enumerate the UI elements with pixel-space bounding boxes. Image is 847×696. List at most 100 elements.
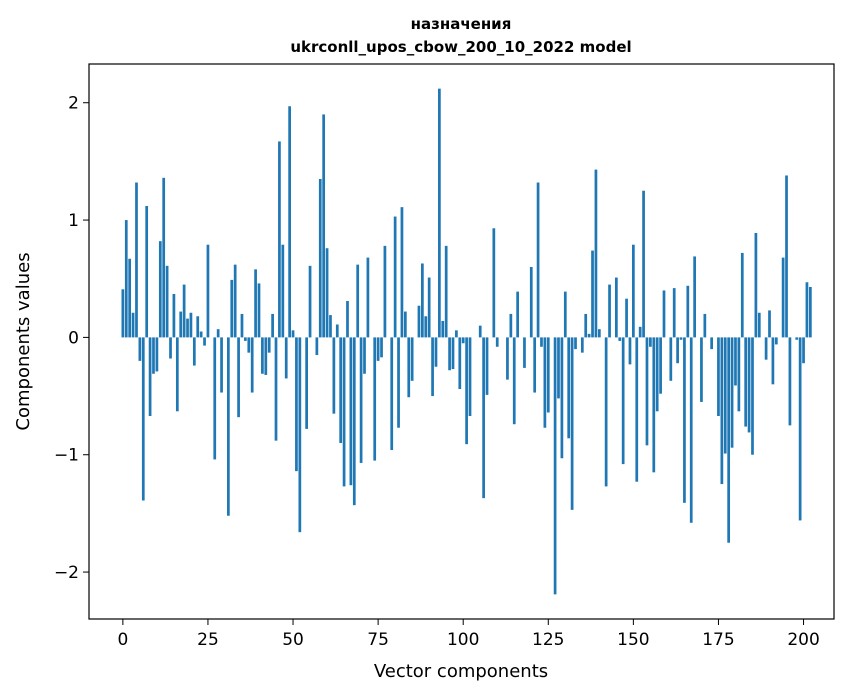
x-axis-ticks: 0 25 50 75 100 125 150 175 200 <box>117 619 820 650</box>
bar-87 <box>417 305 421 338</box>
bar-37 <box>247 337 251 353</box>
bar-152 <box>638 326 642 338</box>
bar-135 <box>580 337 584 353</box>
bar-84 <box>407 337 411 398</box>
bar-58 <box>318 178 322 338</box>
bar-8 <box>148 337 152 417</box>
x-tick-label: 175 <box>702 630 734 650</box>
bar-128 <box>557 337 560 399</box>
bar-95 <box>444 245 448 338</box>
bar-93 <box>438 88 441 338</box>
bar-72 <box>366 257 370 338</box>
bar-24 <box>203 337 206 346</box>
bar-43 <box>267 337 271 353</box>
bar-18 <box>182 284 186 338</box>
bar-195 <box>785 175 788 338</box>
bar-21 <box>192 337 196 366</box>
bar-70 <box>359 337 363 463</box>
bar-123 <box>540 337 543 347</box>
bar-10 <box>155 337 159 372</box>
bar-168 <box>693 256 696 338</box>
bar-0 <box>121 289 125 338</box>
bar-184 <box>747 337 751 433</box>
bar-97 <box>451 337 455 370</box>
x-tick-label: 125 <box>532 630 564 650</box>
bar-180 <box>734 337 737 386</box>
bar-65 <box>342 337 346 487</box>
bar-29 <box>220 337 223 393</box>
bar-69 <box>356 264 360 338</box>
bar-179 <box>730 337 734 448</box>
bar-47 <box>281 244 285 338</box>
bar-80 <box>393 216 397 338</box>
bar-116 <box>516 291 520 338</box>
x-tick-label: 200 <box>787 630 819 650</box>
bar-137 <box>587 333 591 338</box>
bar-17 <box>179 311 183 338</box>
chart-title-line-1: назначения <box>411 15 512 33</box>
bar-75 <box>376 337 380 361</box>
bar-91 <box>431 337 434 397</box>
bar-142 <box>604 337 608 487</box>
bar-150 <box>632 244 635 338</box>
bar-164 <box>679 337 683 340</box>
bar-74 <box>373 337 377 461</box>
bar-170 <box>700 337 703 402</box>
bar-12 <box>162 177 166 338</box>
bar-64 <box>339 337 343 443</box>
bar-107 <box>485 337 489 395</box>
bar-63 <box>335 324 339 338</box>
bar-140 <box>597 329 601 338</box>
bar-190 <box>768 310 771 338</box>
bar-59 <box>322 114 326 338</box>
bar-77 <box>383 245 387 338</box>
bar-3 <box>131 312 135 338</box>
bar-102 <box>468 337 472 417</box>
bar-154 <box>645 337 649 446</box>
bar-100 <box>461 337 465 344</box>
bar-143 <box>608 284 611 338</box>
x-tick-label: 150 <box>617 630 649 650</box>
bar-167 <box>689 337 693 523</box>
bar-11 <box>158 241 162 338</box>
bar-13 <box>165 265 169 338</box>
bar-186 <box>754 232 758 338</box>
bar-175 <box>717 337 720 417</box>
bar-194 <box>781 257 785 338</box>
bar-165 <box>683 337 686 503</box>
bar-149 <box>628 337 632 365</box>
bar-27 <box>213 337 217 460</box>
bar-16 <box>175 337 179 412</box>
bar-1 <box>124 220 128 338</box>
y-axis-label: Components values <box>13 252 34 430</box>
bar-68 <box>352 337 356 506</box>
bar-145 <box>614 277 618 338</box>
bar-49 <box>288 106 291 338</box>
bar-153 <box>642 190 645 338</box>
bar-57 <box>315 337 319 355</box>
bar-14 <box>169 337 172 359</box>
bar-85 <box>410 337 414 381</box>
bar-61 <box>329 315 332 338</box>
bar-198 <box>795 337 799 340</box>
bar-33 <box>233 264 237 338</box>
bar-101 <box>465 337 468 445</box>
y-tick-label: 0 <box>68 328 79 348</box>
bar-178 <box>727 337 731 543</box>
bar-19 <box>186 318 189 338</box>
bar-41 <box>261 337 264 374</box>
bar-158 <box>659 337 662 394</box>
bar-183 <box>744 337 748 427</box>
bar-109 <box>492 228 496 338</box>
bar-106 <box>482 337 485 499</box>
bar-98 <box>455 330 458 338</box>
bar-5 <box>138 337 142 361</box>
bar-55 <box>308 265 312 338</box>
bar-201 <box>805 282 809 338</box>
bar-130 <box>563 291 567 338</box>
bar-6 <box>141 337 145 501</box>
bar-71 <box>363 337 366 374</box>
bar-136 <box>584 313 588 338</box>
bar-157 <box>655 337 659 412</box>
bar-40 <box>257 283 261 338</box>
